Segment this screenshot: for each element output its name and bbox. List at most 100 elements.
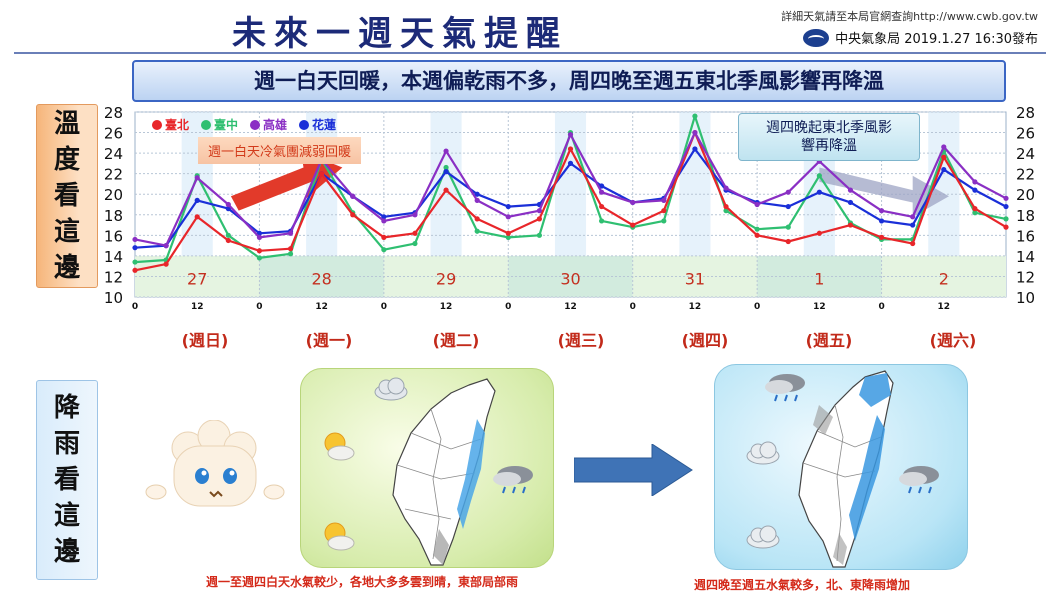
date-label: 28 — [311, 270, 331, 289]
data-point — [847, 222, 854, 228]
data-point — [132, 259, 138, 265]
cloud-icon — [746, 441, 780, 465]
data-point — [785, 224, 791, 230]
data-point — [474, 228, 480, 234]
data-point — [599, 203, 605, 210]
legend-dot-icon — [152, 119, 162, 130]
data-point — [972, 210, 978, 216]
x-tick-label: 12 — [938, 302, 951, 312]
data-point — [1003, 195, 1009, 201]
legend-label: 花蓮 — [312, 118, 337, 132]
warming-callout: 週一白天冷氣團減弱回暖 — [198, 137, 362, 164]
data-point — [443, 187, 449, 193]
data-point — [630, 199, 636, 206]
x-tick-label: 12 — [440, 302, 453, 312]
legend-label: 臺北 — [165, 118, 190, 132]
sun-cloud-icon — [324, 522, 355, 551]
data-point — [723, 203, 729, 210]
y-tick-label-left: 18 — [104, 207, 123, 225]
data-point — [505, 230, 511, 236]
rain-cloud-icon — [765, 374, 805, 402]
x-tick-label: 12 — [564, 302, 577, 312]
data-point — [505, 214, 511, 220]
data-point — [194, 175, 200, 181]
cloud-icon — [374, 377, 408, 401]
y-tick-label-left: 24 — [104, 145, 123, 163]
data-point — [536, 232, 542, 238]
data-point — [941, 166, 947, 173]
data-point — [287, 230, 294, 236]
agency-issue-text: 中央氣象局 2019.1.27 16:30發布 — [835, 32, 1038, 47]
taiwan-map-icon — [798, 370, 894, 568]
weekday-label: (週一) — [305, 331, 353, 350]
weekday-label: (週日) — [181, 331, 229, 350]
data-point — [567, 160, 574, 166]
data-point — [536, 216, 542, 222]
data-point — [941, 154, 947, 160]
data-point — [412, 212, 418, 218]
y-tick-label-right: 26 — [1016, 125, 1035, 143]
data-point — [599, 218, 605, 224]
data-point — [381, 234, 387, 240]
data-point — [225, 201, 231, 208]
y-tick-label-left: 28 — [104, 104, 123, 122]
date-label: 29 — [436, 270, 456, 289]
agency-logo-icon — [803, 28, 830, 47]
data-point — [412, 240, 418, 247]
monsoon-callout-line: 週四晚起東北季風影 — [766, 120, 892, 136]
data-point — [754, 201, 760, 208]
data-point — [910, 214, 916, 220]
date-label: 2 — [939, 270, 949, 289]
temperature-section-label: 溫 度 看 這 邊 — [36, 104, 98, 288]
data-point — [599, 189, 605, 195]
x-tick-label: 0 — [630, 302, 636, 312]
y-tick-label-left: 26 — [104, 125, 123, 143]
temperature-label-char: 溫 — [53, 109, 80, 139]
x-tick-label: 0 — [754, 302, 760, 312]
legend-dot-icon — [201, 119, 212, 130]
data-point — [350, 193, 356, 199]
headline-banner: 週一白天回暖，本週偏乾雨不多，周四晚至週五東北季風影響再降溫 — [132, 60, 1006, 102]
data-point — [754, 232, 760, 238]
data-point — [132, 267, 138, 273]
sun-cloud-icon — [324, 432, 355, 461]
data-point — [972, 206, 978, 212]
data-point — [785, 189, 791, 195]
data-point — [692, 113, 698, 119]
y-tick-label-right: 16 — [1016, 227, 1035, 245]
x-tick-label: 0 — [132, 302, 138, 312]
data-point — [505, 234, 511, 240]
legend-dot-icon — [250, 119, 261, 130]
date-label: 31 — [685, 270, 705, 289]
data-point — [443, 148, 449, 154]
date-label: 1 — [814, 270, 824, 289]
x-tick-label: 12 — [689, 302, 702, 312]
x-tick-label: 0 — [505, 302, 511, 312]
data-point — [474, 191, 480, 197]
source-link-text[interactable]: 詳細天氣請至本局官網查詢http://www.cwb.gov.tw — [781, 10, 1038, 23]
monsoon-callout-line: 響再降溫 — [801, 138, 857, 154]
data-point — [256, 234, 263, 240]
date-label: 30 — [560, 270, 580, 289]
y-tick-label-right: 18 — [1016, 207, 1035, 225]
data-point — [474, 197, 480, 203]
rain-section-label: 降 雨 看 這 邊 — [36, 380, 98, 580]
data-point — [132, 236, 138, 243]
data-point — [661, 197, 667, 203]
data-point — [754, 226, 760, 232]
legend-item-taipei: 臺北 — [152, 116, 189, 133]
rain-label-char: 看 — [53, 465, 80, 495]
caption-mon-thu: 週一至週四白天水氣較少，各地大多多雲到晴，東部局部雨 — [206, 575, 519, 589]
rain-map-panel-thu-fri — [714, 364, 968, 570]
data-point — [443, 169, 449, 175]
legend-dot-icon — [299, 119, 310, 130]
data-point — [536, 208, 542, 214]
date-label: 27 — [187, 270, 207, 289]
rain-map-panel-mon-thu — [300, 368, 554, 568]
x-tick-label: 12 — [813, 302, 826, 312]
data-point — [256, 255, 263, 261]
legend-item-hualien: 花蓮 — [299, 116, 336, 133]
y-tick-label-left: 22 — [104, 166, 123, 184]
y-tick-label-left: 16 — [104, 227, 123, 245]
